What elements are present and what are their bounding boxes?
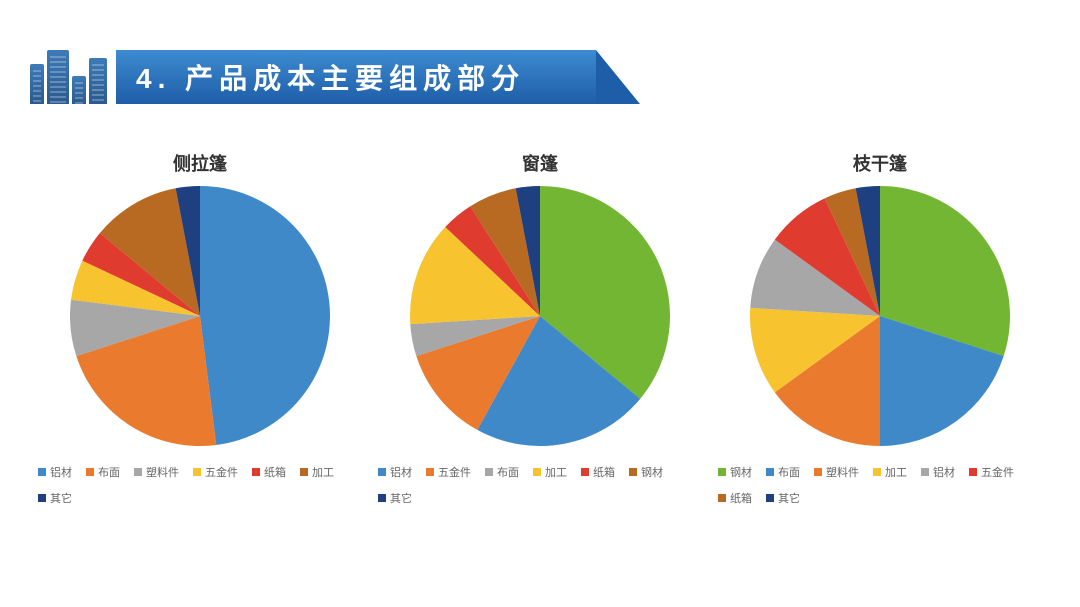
- legend-label: 加工: [312, 464, 334, 480]
- legend-swatch: [134, 468, 142, 476]
- legend-item: 五金件: [193, 464, 238, 480]
- legend-swatch: [873, 468, 881, 476]
- slide-header: 4. 产品成本主要组成部分: [30, 50, 525, 104]
- legend-0: 铝材 布面 塑料件 五金件 纸箱 加工其它: [30, 464, 370, 506]
- legend-item: 纸箱: [718, 490, 752, 506]
- legend-swatch: [86, 468, 94, 476]
- legend-label: 加工: [545, 464, 567, 480]
- legend-swatch: [718, 494, 726, 502]
- legend-label: 纸箱: [730, 490, 752, 506]
- legend-item: 加工: [300, 464, 334, 480]
- chart-title-2: 枝干篷: [853, 150, 907, 176]
- legend-item: 塑料件: [134, 464, 179, 480]
- chart-col-1: 窗篷 铝材 五金件 布面 加工 纸箱 钢材其它: [370, 150, 710, 506]
- legend-swatch: [921, 468, 929, 476]
- pie-1: [410, 186, 670, 446]
- legend-item: 五金件: [969, 464, 1014, 480]
- legend-item: 布面: [485, 464, 519, 480]
- legend-label: 纸箱: [593, 464, 615, 480]
- legend-item: 铝材: [921, 464, 955, 480]
- legend-item: 五金件: [426, 464, 471, 480]
- legend-swatch: [814, 468, 822, 476]
- legend-label: 布面: [497, 464, 519, 480]
- legend-swatch: [38, 494, 46, 502]
- legend-item: 加工: [873, 464, 907, 480]
- legend-item: 布面: [766, 464, 800, 480]
- slide-title: 4. 产品成本主要组成部分: [116, 57, 525, 97]
- buildings-icon: [30, 50, 110, 104]
- legend-label: 其它: [778, 490, 800, 506]
- legend-swatch: [252, 468, 260, 476]
- pie-slice: [200, 186, 330, 445]
- legend-label: 加工: [885, 464, 907, 480]
- pie-0: [70, 186, 330, 446]
- legend-label: 其它: [390, 490, 412, 506]
- legend-item: 纸箱: [252, 464, 286, 480]
- legend-label: 钢材: [641, 464, 663, 480]
- legend-label: 塑料件: [146, 464, 179, 480]
- chart-col-0: 侧拉篷 铝材 布面 塑料件 五金件 纸箱 加工其它: [30, 150, 370, 506]
- legend-label: 铝材: [390, 464, 412, 480]
- legend-item: 其它: [766, 490, 800, 506]
- legend-label: 钢材: [730, 464, 752, 480]
- legend-item: 铝材: [38, 464, 72, 480]
- legend-item: 纸箱: [581, 464, 615, 480]
- legend-swatch: [38, 468, 46, 476]
- legend-label: 塑料件: [826, 464, 859, 480]
- legend-label: 五金件: [981, 464, 1014, 480]
- pie-2: [750, 186, 1010, 446]
- legend-swatch: [426, 468, 434, 476]
- legend-label: 铝材: [50, 464, 72, 480]
- legend-label: 其它: [50, 490, 72, 506]
- legend-swatch: [581, 468, 589, 476]
- legend-item: 铝材: [378, 464, 412, 480]
- legend-label: 铝材: [933, 464, 955, 480]
- legend-swatch: [485, 468, 493, 476]
- legend-2: 钢材 布面 塑料件 加工 铝材 五金件纸箱 其它: [710, 464, 1050, 506]
- legend-label: 纸箱: [264, 464, 286, 480]
- legend-item: 钢材: [718, 464, 752, 480]
- charts-row: 侧拉篷 铝材布面塑料件五金件纸箱加工其它 窗篷 铝材五金件布面加工纸箱钢材其它 …: [0, 150, 1080, 506]
- legend-item: 其它: [38, 490, 72, 506]
- legend-swatch: [718, 468, 726, 476]
- legend-1: 铝材 五金件 布面 加工 纸箱 钢材其它: [370, 464, 710, 506]
- chart-title-0: 侧拉篷: [173, 150, 227, 176]
- legend-item: 布面: [86, 464, 120, 480]
- legend-item: 加工: [533, 464, 567, 480]
- legend-swatch: [300, 468, 308, 476]
- legend-label: 五金件: [438, 464, 471, 480]
- legend-swatch: [378, 494, 386, 502]
- legend-swatch: [193, 468, 201, 476]
- legend-swatch: [378, 468, 386, 476]
- chart-title-1: 窗篷: [522, 150, 558, 176]
- chart-col-2: 枝干篷 钢材 布面 塑料件 加工 铝材 五金件纸箱 其它: [710, 150, 1050, 506]
- legend-item: 钢材: [629, 464, 663, 480]
- legend-item: 塑料件: [814, 464, 859, 480]
- legend-label: 布面: [778, 464, 800, 480]
- legend-swatch: [533, 468, 541, 476]
- legend-label: 五金件: [205, 464, 238, 480]
- legend-item: 其它: [378, 490, 412, 506]
- legend-label: 布面: [98, 464, 120, 480]
- legend-swatch: [766, 468, 774, 476]
- legend-swatch: [766, 494, 774, 502]
- legend-swatch: [969, 468, 977, 476]
- legend-swatch: [629, 468, 637, 476]
- title-banner: 4. 产品成本主要组成部分: [116, 50, 525, 104]
